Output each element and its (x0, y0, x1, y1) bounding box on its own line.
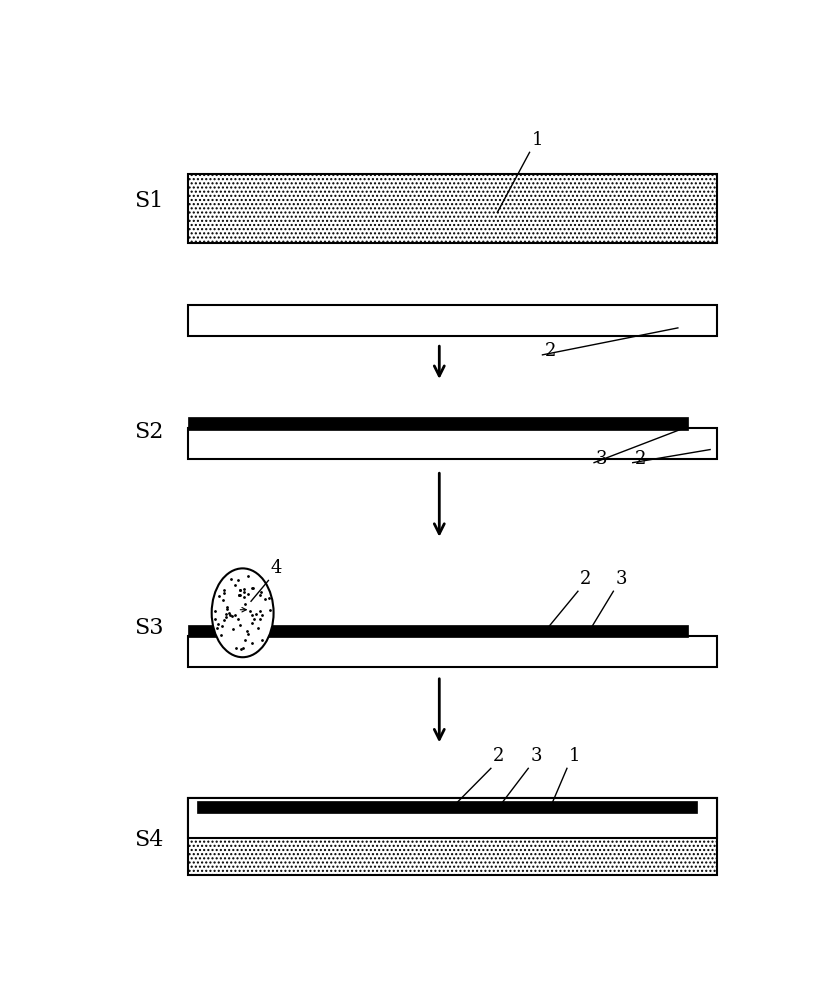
Text: S1: S1 (135, 190, 164, 212)
Bar (188, 417, 687, 430)
Bar (188, 636, 716, 667)
Ellipse shape (211, 568, 274, 657)
Text: 4: 4 (270, 559, 282, 577)
Bar (188, 625, 687, 637)
Bar (188, 305, 716, 336)
Text: 3: 3 (616, 570, 626, 588)
Bar (188, 798, 716, 838)
Bar (188, 174, 716, 243)
Text: 1: 1 (532, 131, 543, 149)
Bar (197, 801, 697, 813)
Text: 2: 2 (635, 450, 646, 468)
Text: 2: 2 (493, 747, 504, 765)
Text: 2: 2 (580, 570, 592, 588)
Text: 3: 3 (596, 450, 607, 468)
Text: 3: 3 (530, 747, 542, 765)
Bar (188, 428, 716, 459)
Text: 2: 2 (545, 342, 557, 360)
Text: S2: S2 (135, 421, 164, 443)
Text: S3: S3 (135, 617, 164, 639)
Bar (188, 798, 716, 875)
Text: S4: S4 (135, 829, 164, 851)
Text: 1: 1 (569, 747, 581, 765)
